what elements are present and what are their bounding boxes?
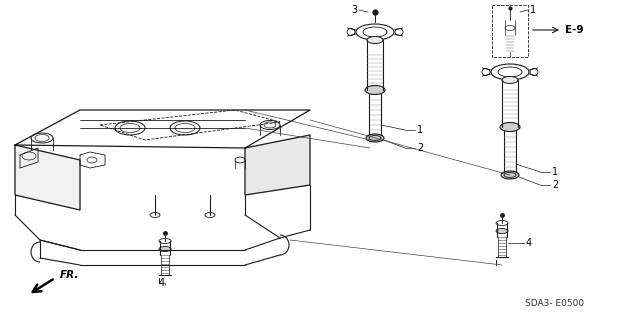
Polygon shape (245, 135, 310, 195)
Text: 2: 2 (552, 180, 558, 190)
Text: 4: 4 (526, 238, 532, 248)
Text: FR.: FR. (60, 270, 79, 280)
Ellipse shape (365, 85, 385, 94)
Text: 3: 3 (351, 5, 357, 15)
Text: 4: 4 (159, 278, 165, 288)
Text: 1: 1 (552, 167, 558, 177)
Ellipse shape (502, 77, 518, 84)
Text: 1: 1 (417, 125, 423, 135)
Ellipse shape (500, 122, 520, 131)
Polygon shape (15, 145, 80, 210)
Bar (492, 5, 528, 57)
Ellipse shape (367, 36, 383, 43)
Ellipse shape (159, 247, 171, 251)
Ellipse shape (496, 228, 508, 234)
Text: SDA3- E0500: SDA3- E0500 (525, 299, 584, 308)
Ellipse shape (501, 171, 519, 179)
Ellipse shape (366, 134, 384, 142)
Text: 2: 2 (417, 143, 423, 153)
Text: 1: 1 (530, 5, 536, 15)
Text: E-9: E-9 (565, 25, 584, 35)
